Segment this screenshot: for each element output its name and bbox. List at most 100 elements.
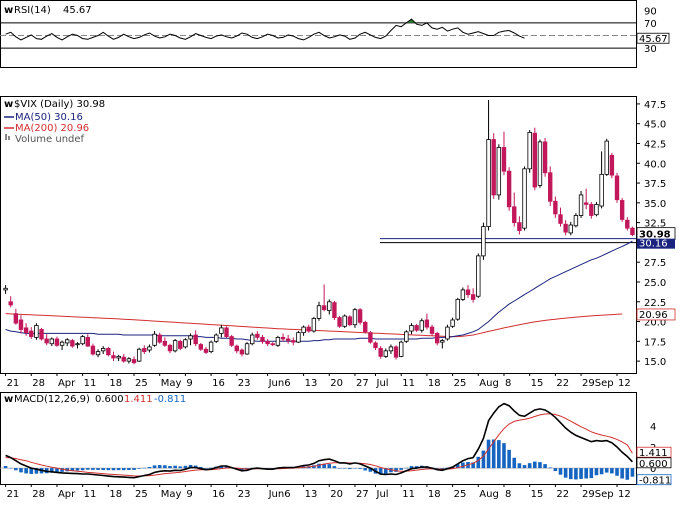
candle-body xyxy=(224,327,229,337)
macd-hist-bar xyxy=(589,468,594,479)
candle-body xyxy=(90,345,96,355)
macd-hist-bar xyxy=(142,467,147,469)
price-frame xyxy=(0,96,637,374)
macd-hist-bar xyxy=(486,439,491,469)
hist-marker: -0.811 xyxy=(639,476,671,487)
macd-hist-bar xyxy=(60,468,64,472)
x-tick-label: 25 xyxy=(454,378,467,389)
volume-legend-swatch-2 xyxy=(8,136,10,140)
candle-body xyxy=(486,139,491,227)
price-tick-label: 47.5 xyxy=(644,100,666,111)
x-tick-label: 25 xyxy=(454,489,467,500)
macd-hist-bar xyxy=(332,466,337,469)
ma50-legend-label: MA(50) 30.16 xyxy=(15,112,83,123)
price-tick-label: 40.0 xyxy=(644,159,666,170)
macd-hist-bar xyxy=(615,468,619,476)
candle-body xyxy=(111,355,116,359)
candle-body xyxy=(373,342,378,349)
macd-marker-box xyxy=(636,457,672,469)
macd-hist-bar xyxy=(337,468,342,469)
candle-body xyxy=(203,348,209,353)
macd-hist-bar xyxy=(394,468,398,472)
macd-hist-bar xyxy=(8,467,13,469)
x-tick-label: 25 xyxy=(135,489,148,500)
x-tick-label: 29Sep xyxy=(582,489,614,500)
macd-hist-bar xyxy=(512,457,517,469)
candle-body xyxy=(429,326,435,334)
macd-hist-bar xyxy=(209,467,213,469)
candle-body xyxy=(548,172,553,202)
x-tick-label: 27 xyxy=(356,378,369,389)
candle-body xyxy=(537,141,543,186)
candle-body xyxy=(65,339,70,344)
macd-hist-bar xyxy=(157,465,162,469)
x-tick-label: 22 xyxy=(556,378,569,389)
macd-hist-value: -0.811 xyxy=(154,394,186,405)
candle-body xyxy=(244,343,250,355)
macd-hist-bar xyxy=(440,468,445,470)
macd-marker: 0.600 xyxy=(639,459,668,470)
price-tick-label: 42.5 xyxy=(644,139,666,150)
candle-body xyxy=(568,224,573,234)
candle-body xyxy=(255,333,260,338)
macd-hist-bar xyxy=(491,439,496,469)
candle-body xyxy=(419,320,424,331)
candle-body xyxy=(13,313,19,324)
x-tick-label: 25 xyxy=(135,378,148,389)
macd-hist-bar xyxy=(219,465,224,469)
ma200-legend-label: MA(200) 20.96 xyxy=(15,123,89,134)
price-title: $VIX (Daily) 30.98 xyxy=(14,99,105,110)
candle-body xyxy=(558,214,563,224)
rsi-panel: 30 70 90 45.67 xyxy=(0,0,670,68)
macd-hist-bar xyxy=(183,465,188,469)
candle-body xyxy=(337,317,342,327)
candle-body xyxy=(44,338,49,344)
ma200-marker-box xyxy=(636,308,676,321)
x-tick-label: 12 xyxy=(618,489,631,500)
candle-body xyxy=(80,336,85,345)
macd-hist-bar xyxy=(481,450,486,469)
x-tick-label: 8 xyxy=(505,378,511,389)
candle-body xyxy=(630,227,635,236)
x-tick-label: Aug xyxy=(479,378,499,389)
candle-body xyxy=(522,168,527,229)
macd-hist-bar xyxy=(91,468,95,470)
macd-hist-bar xyxy=(599,468,604,475)
x-tick-label: 18 xyxy=(109,489,122,500)
candle-body xyxy=(157,334,162,343)
rsi-header: w RSI(14) 45.67 xyxy=(4,5,92,16)
macd-hist-bar xyxy=(19,468,23,473)
macd-hist-bar xyxy=(548,467,553,469)
macd-hist-bar xyxy=(132,468,136,470)
candle-body xyxy=(496,147,502,196)
candle-body xyxy=(553,200,558,215)
candle-body xyxy=(424,319,430,328)
x-tick-label: Apr xyxy=(58,378,76,389)
macd-hist-bar xyxy=(399,468,404,470)
price-tick-label: 20.0 xyxy=(644,318,666,329)
candle-body xyxy=(501,147,507,172)
x-tick-label: 11 xyxy=(84,378,97,389)
candle-body xyxy=(368,332,373,343)
candle-body xyxy=(116,355,121,359)
macd-hist-bar xyxy=(204,468,208,469)
macd-hist-bar xyxy=(527,463,532,469)
candle-body xyxy=(3,287,8,291)
rsi-label: RSI(14) xyxy=(14,5,51,16)
macd-hist-bar xyxy=(312,465,316,469)
x-tick-label: Jun6 xyxy=(268,489,291,500)
candle-body xyxy=(625,219,630,229)
x-tick-label: 20 xyxy=(330,489,343,500)
candle-body xyxy=(285,338,291,341)
candle-body xyxy=(23,327,29,334)
x-tick-label: 27 xyxy=(356,489,369,500)
candle-body xyxy=(147,346,152,351)
rsi-value-marker: 45.67 xyxy=(639,34,668,45)
macd-hist-bar xyxy=(80,468,85,471)
macd-hist-bar xyxy=(558,468,563,475)
rsi-frame xyxy=(0,0,637,68)
x-tick-label: May xyxy=(161,489,182,500)
x-tick-label: 16 xyxy=(212,378,225,389)
candle-body xyxy=(121,356,126,362)
candle-body xyxy=(609,154,615,176)
